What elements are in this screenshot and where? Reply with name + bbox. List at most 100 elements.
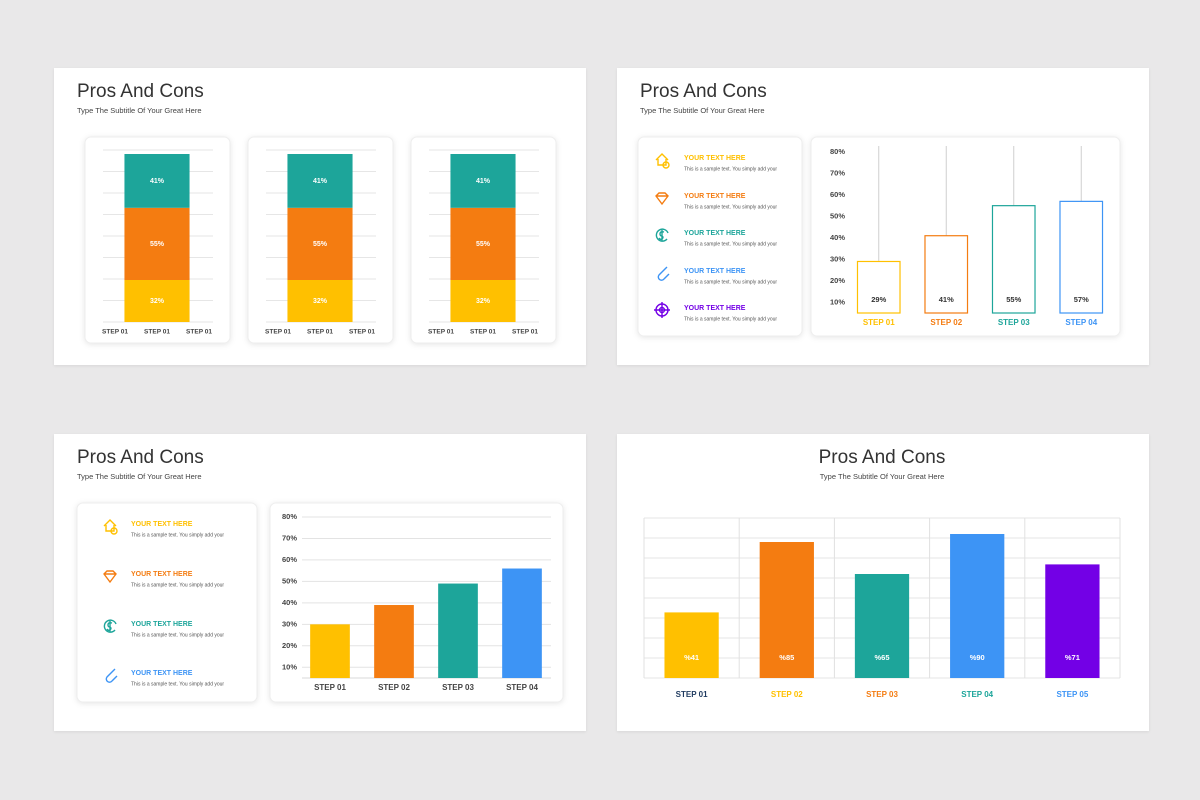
x-tick-label: STEP 01: [428, 329, 454, 336]
bar-segment: [287, 207, 353, 280]
bar: [991, 205, 1036, 314]
y-tick-label: 50%: [282, 576, 297, 585]
bar: [759, 542, 814, 678]
icon: [105, 668, 118, 683]
x-tick-label: STEP 04: [506, 683, 538, 692]
value-label: %41: [684, 653, 699, 662]
icon: [110, 527, 118, 535]
x-tick-label: STEP 01: [307, 329, 333, 336]
value-label: 32%: [150, 298, 165, 305]
icon: [106, 621, 113, 632]
y-tick-label: 70%: [830, 168, 845, 177]
value-label: 55%: [150, 241, 165, 248]
bar-segment: [287, 154, 353, 208]
slide: Pros And Cons Type The Subtitle Of Your G…: [617, 68, 1149, 365]
x-tick-label: STEP 01: [676, 690, 708, 699]
item-text: This is a sample text. You simply add yo…: [131, 582, 224, 588]
slide: Pros And Cons Type The Subtitle Of Your G…: [54, 434, 586, 731]
bar: [502, 568, 542, 678]
bar-segment: [450, 154, 516, 208]
x-tick-label: STEP 02: [930, 318, 962, 327]
bar: [854, 574, 910, 678]
bar: [924, 235, 969, 314]
bar: [438, 583, 478, 678]
item-text: This is a sample text. You simply add yo…: [684, 316, 777, 322]
x-tick-label: STEP 01: [265, 329, 291, 336]
item-text: This is a sample text. You simply add yo…: [684, 279, 777, 285]
y-tick-label: 30%: [830, 254, 845, 263]
value-label: 55%: [313, 241, 328, 248]
x-tick-label: STEP 01: [863, 318, 895, 327]
icon: [655, 192, 669, 206]
slide-title: Pros And Cons: [77, 81, 204, 102]
y-tick-label: 20%: [830, 276, 845, 285]
bar-segment: [124, 280, 190, 322]
bar: [950, 534, 1005, 678]
y-tick-label: 40%: [282, 598, 297, 607]
y-tick-label: 10%: [830, 297, 845, 306]
item-text: This is a sample text. You simply add yo…: [684, 241, 777, 247]
y-tick-label: 70%: [282, 533, 297, 542]
x-tick-label: STEP 04: [961, 690, 993, 699]
value-label: 32%: [476, 298, 491, 305]
value-label: 29%: [871, 295, 886, 304]
x-tick-label: STEP 05: [1056, 690, 1088, 699]
value-label: %65: [874, 653, 889, 662]
slide-canvas: Pros And Cons Type The Subtitle Of Your G…: [637, 81, 1121, 337]
value-label: %85: [779, 653, 794, 662]
item-title: YOUR TEXT HERE: [684, 230, 746, 237]
x-tick-label: STEP 02: [771, 690, 803, 699]
x-tick-label: STEP 02: [378, 683, 410, 692]
bar-segment: [450, 280, 516, 322]
card: [76, 502, 258, 703]
value-label: 41%: [476, 178, 491, 185]
value-label: 55%: [1006, 295, 1021, 304]
item-text: This is a sample text. You simply add yo…: [131, 681, 224, 687]
x-tick-label: STEP 01: [186, 329, 212, 336]
x-tick-label: STEP 03: [866, 690, 898, 699]
icon: [103, 570, 117, 584]
value-label: 32%: [313, 298, 328, 305]
y-tick-label: 10%: [282, 662, 297, 671]
bar: [664, 612, 719, 678]
slide-subtitle: Type The Subtitle Of Your Great Here: [77, 472, 202, 481]
item-title: YOUR TEXT HERE: [684, 268, 746, 275]
value-label: %71: [1065, 653, 1080, 662]
slide-subtitle: Type The Subtitle Of Your Great Here: [77, 106, 202, 115]
slide: Pros And Cons Type The Subtitle Of Your G…: [617, 434, 1149, 731]
slide-title: Pros And Cons: [640, 81, 767, 102]
slide-canvas: Pros And Cons Type The Subtitle Of Your G…: [76, 447, 564, 703]
bar-segment: [287, 280, 353, 322]
bar-segment: [124, 154, 190, 208]
icon: [662, 161, 670, 169]
y-tick-label: 80%: [830, 147, 845, 156]
item-title: YOUR TEXT HERE: [684, 155, 746, 162]
bar: [856, 260, 901, 314]
slide-canvas: Pros And Cons Type The Subtitle Of Your G…: [77, 81, 557, 344]
x-tick-label: STEP 01: [512, 329, 538, 336]
icon: [655, 228, 669, 242]
item-title: YOUR TEXT HERE: [684, 193, 746, 200]
x-tick-label: STEP 03: [998, 318, 1030, 327]
icon: [654, 302, 670, 318]
item-text: This is a sample text. You simply add yo…: [684, 204, 777, 210]
x-tick-label: STEP 04: [1065, 318, 1097, 327]
slide-subtitle: Type The Subtitle Of Your Great Here: [820, 472, 945, 481]
item-text: This is a sample text. You simply add yo…: [684, 166, 777, 172]
item-title: YOUR TEXT HERE: [131, 571, 193, 578]
item-title: YOUR TEXT HERE: [684, 305, 746, 312]
x-tick-label: STEP 01: [349, 329, 375, 336]
value-label: 55%: [476, 241, 491, 248]
slide-subtitle: Type The Subtitle Of Your Great Here: [640, 106, 765, 115]
icon: [103, 619, 117, 633]
slide-canvas: Pros And Cons Type The Subtitle Of Your G…: [643, 447, 1121, 699]
item-text: This is a sample text. You simply add yo…: [131, 632, 224, 638]
card: [637, 136, 803, 337]
value-label: 41%: [150, 178, 165, 185]
slide: Pros And Cons Type The Subtitle Of Your G…: [54, 68, 586, 365]
bar: [374, 605, 414, 678]
value-label: %90: [970, 653, 985, 662]
y-tick-label: 60%: [282, 555, 297, 564]
x-tick-label: STEP 01: [102, 329, 128, 336]
slide-title: Pros And Cons: [819, 447, 946, 468]
